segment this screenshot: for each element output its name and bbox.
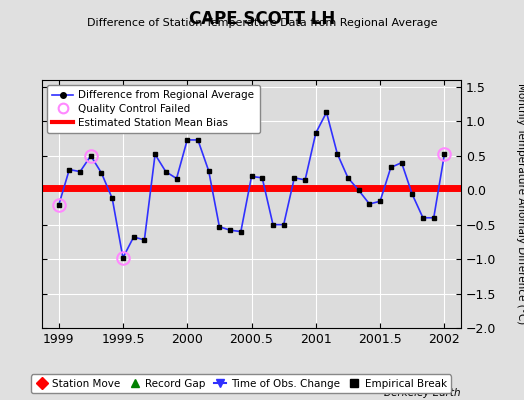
Legend: Difference from Regional Average, Quality Control Failed, Estimated Station Mean: Difference from Regional Average, Qualit… [47,85,259,133]
Y-axis label: Monthly Temperature Anomaly Difference (°C): Monthly Temperature Anomaly Difference (… [516,83,524,325]
Text: CAPE SCOTT LH: CAPE SCOTT LH [189,10,335,28]
Legend: Station Move, Record Gap, Time of Obs. Change, Empirical Break: Station Move, Record Gap, Time of Obs. C… [31,374,451,393]
Text: Difference of Station Temperature Data from Regional Average: Difference of Station Temperature Data f… [87,18,437,28]
Text: Berkeley Earth: Berkeley Earth [385,388,461,398]
